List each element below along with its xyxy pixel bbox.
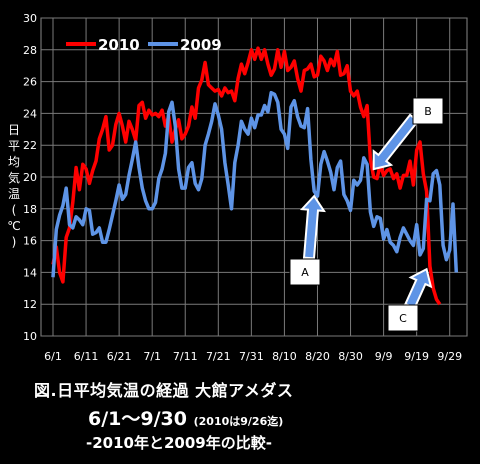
annotation-arrow-C xyxy=(404,267,433,310)
x-tick-label: 7/1 xyxy=(143,350,161,363)
arrow-shape xyxy=(299,194,326,260)
x-tick-label: 8/10 xyxy=(272,350,297,363)
x-tick-label: 7/31 xyxy=(239,350,264,363)
y-tick-label: 14 xyxy=(23,266,37,279)
y-axis-label-char: ) xyxy=(12,235,17,249)
annotation-box-B xyxy=(412,97,444,125)
series-line-2009 xyxy=(51,90,459,278)
x-tick-label: 6/21 xyxy=(107,350,132,363)
caption-comparison: -2010年と2009年の比較- xyxy=(86,434,272,452)
y-tick-label: 16 xyxy=(23,235,37,248)
annotation-box-C xyxy=(387,304,419,332)
x-tick-label: 8/20 xyxy=(305,350,330,363)
y-axis-label-char: ( xyxy=(12,203,17,217)
y-tick-label: 28 xyxy=(23,44,37,57)
series-lines xyxy=(51,46,459,306)
arrow-shape xyxy=(404,267,433,310)
caption-title: 図.日平均気温の経過 大館アメダス xyxy=(34,381,294,400)
annotation-label-C: C xyxy=(399,312,407,325)
arrow-shape xyxy=(372,113,420,171)
caption-period: 6/1～9/30 (2010は9/26迄) xyxy=(88,404,283,431)
x-tick-label: 7/21 xyxy=(206,350,231,363)
annotation-arrow-B xyxy=(372,113,420,171)
x-tick-label: 6/1 xyxy=(44,350,62,363)
x-axis: 6/1 6/11 6/21 7/1 7/11 7/21 7/31 8/10 8/20 8/30 9/… xyxy=(44,350,462,363)
y-tick-label: 30 xyxy=(23,12,37,25)
y-axis-label-char: 日 xyxy=(8,123,20,137)
x-tick-label: 9/19 xyxy=(404,350,429,363)
x-tick-label: 8/30 xyxy=(338,350,363,363)
y-tick-label: 18 xyxy=(23,203,37,216)
x-tick-label: 7/11 xyxy=(173,350,198,363)
annotation-box-A xyxy=(289,258,321,286)
y-axis-label-char: ℃ xyxy=(7,219,20,233)
y-axis-label: 日平均気温 ( ℃) xyxy=(7,123,20,249)
annotation-label-A: A xyxy=(301,266,309,279)
y-tick-label: 24 xyxy=(23,107,37,120)
annotation-label-B: B xyxy=(424,105,432,118)
x-tick-label: 9/29 xyxy=(437,350,462,363)
y-axis: 10 12 14 16 18 20 22 24 26 28 30 xyxy=(23,12,37,343)
y-axis-label-char: 気 xyxy=(8,170,20,185)
annotations: A B C xyxy=(289,97,444,332)
y-tick-label: 26 xyxy=(23,76,37,89)
y-tick-label: 20 xyxy=(23,171,37,184)
legend-label-2010: 2010 xyxy=(98,36,140,54)
caption-period-main: 6/1～9/30 xyxy=(88,408,187,430)
y-axis-label-char: 平 xyxy=(8,139,20,153)
y-axis-label-char: 温 xyxy=(8,187,20,201)
y-axis-label-char: 均 xyxy=(8,155,20,169)
y-tick-label: 12 xyxy=(23,298,37,311)
x-tick-label: 6/11 xyxy=(74,350,99,363)
legend-label-2009: 2009 xyxy=(180,36,222,54)
series-line-2010 xyxy=(51,46,442,306)
y-tick-label: 22 xyxy=(23,139,37,152)
legend: 2010 2009 xyxy=(66,36,222,54)
caption-period-note: (2010は9/26迄) xyxy=(193,415,284,428)
y-tick-label: 10 xyxy=(23,330,37,343)
x-tick-label: 9/9 xyxy=(375,350,393,363)
annotation-arrow-A xyxy=(299,194,326,260)
